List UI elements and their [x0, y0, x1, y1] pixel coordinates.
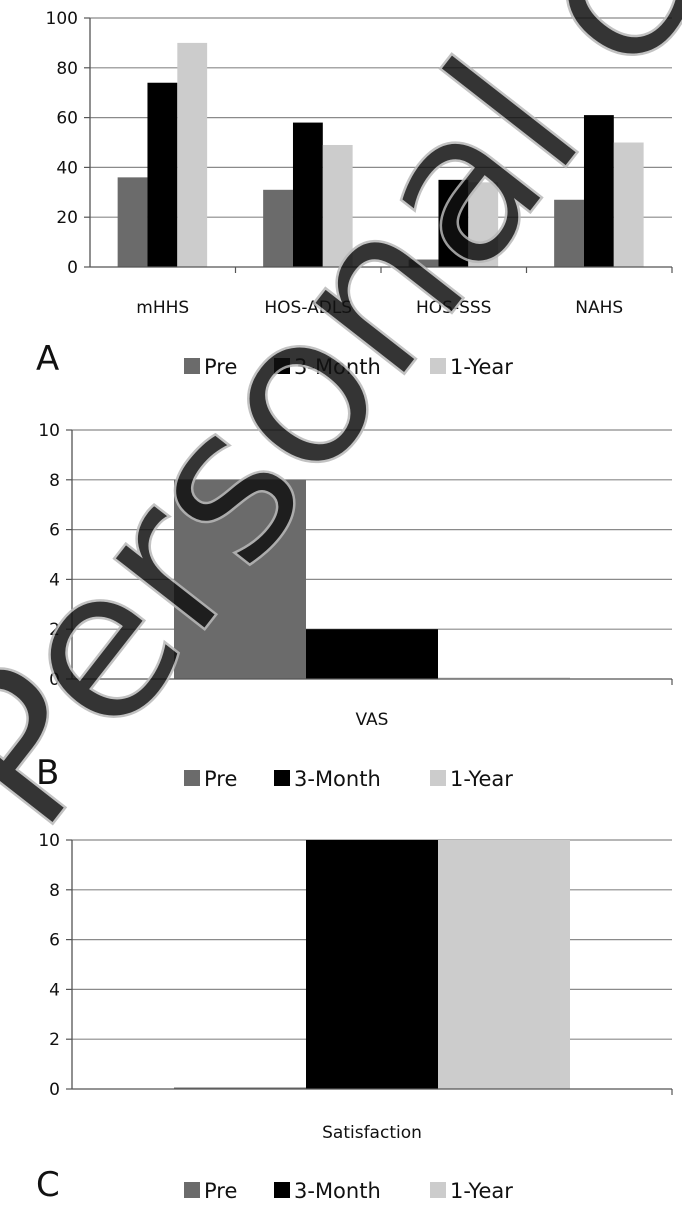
- panel-b-y-tick-label: 4: [49, 570, 60, 590]
- panel-a-legend-label: 3-Month: [294, 355, 381, 379]
- axes-layer: [66, 17, 673, 1095]
- panel-b-legend-swatch: [430, 770, 446, 786]
- panel-c-y-tick-label: 0: [49, 1080, 60, 1100]
- panel-a-bar-3-month: [438, 179, 469, 267]
- panel-a-bar-pre: [408, 259, 439, 267]
- panel-a-y-tick-label: 0: [67, 258, 78, 278]
- panel-b-y-tick-label: 10: [38, 421, 60, 441]
- panel-a-bar-3-month: [292, 122, 323, 267]
- panel-a-category-label: HOS-ADLS: [264, 298, 352, 318]
- panel-c-y-tick-label: 10: [38, 831, 60, 851]
- panel-b-y-tick-label: 6: [49, 521, 60, 541]
- panel-c-category-label: Satisfaction: [322, 1123, 422, 1143]
- panel-a-y-tick-label: 80: [56, 59, 78, 79]
- panel-c-y-tick-label: 4: [49, 980, 60, 1000]
- panel-a-legend-label: 1-Year: [450, 355, 513, 379]
- panel-b-legend-label: 3-Month: [294, 767, 381, 791]
- panel-a-legend-swatch: [274, 358, 290, 374]
- panel-a-category-label: NAHS: [575, 298, 623, 318]
- panel-b-bar-3-month: [306, 629, 438, 679]
- panel-a-y-tick-label: 20: [56, 208, 78, 228]
- panel-a-panel-letter: A: [36, 339, 59, 379]
- panel-b-bar-pre: [174, 479, 306, 679]
- panel-a-legend-swatch: [184, 358, 200, 374]
- panel-a-category-label: mHHS: [136, 298, 189, 318]
- bars-layer: [117, 42, 644, 1089]
- panel-b-bar-1-year: [438, 677, 570, 679]
- panel-b-y-tick-label: 0: [49, 670, 60, 690]
- panel-c-legend-swatch: [184, 1182, 200, 1198]
- panel-b-legend-swatch: [274, 770, 290, 786]
- panel-c-legend-swatch: [274, 1182, 290, 1198]
- watermark-text: Personal copy: [0, 0, 682, 872]
- panel-b-category-label: VAS: [356, 710, 389, 730]
- panel-b-y-tick-label: 8: [49, 471, 60, 491]
- legend-layer: Pre 3-Month 1-Year Pre 3-Month 1-Year Pre 3-Mon…: [184, 355, 513, 1203]
- panel-c-y-tick-label: 2: [49, 1030, 60, 1050]
- panel-a-y-tick-label: 60: [56, 109, 78, 129]
- panel-a-bar-3-month: [147, 82, 178, 268]
- panel-b-legend-label: 1-Year: [450, 767, 513, 791]
- panel-c-y-tick-label: 6: [49, 931, 60, 951]
- panel-a-bar-1-year: [468, 182, 499, 267]
- panel-a-category-label: HOS-SSS: [416, 298, 491, 318]
- panel-a-y-tick-label: 100: [46, 9, 78, 29]
- panel-c-y-tick-label: 8: [49, 881, 60, 901]
- panel-c-bar-1-year: [438, 840, 570, 1089]
- panel-c-legend-swatch: [430, 1182, 446, 1198]
- panel-a-legend-label: Pre: [204, 355, 237, 379]
- panel-a-y-tick-label: 40: [56, 158, 78, 178]
- panel-a-bar-1-year: [322, 144, 353, 267]
- panel-b-y-tick-label: 2: [49, 620, 60, 640]
- panel-a-bar-1-year: [177, 42, 208, 268]
- panel-c-bar-pre: [174, 1087, 306, 1089]
- panel-a-bar-3-month: [583, 115, 614, 267]
- panel-b-legend-swatch: [184, 770, 200, 786]
- panel-c-legend-label: 3-Month: [294, 1179, 381, 1203]
- panel-a-legend-swatch: [430, 358, 446, 374]
- panel-c-legend-label: Pre: [204, 1179, 237, 1203]
- panel-c-bar-3-month: [306, 840, 438, 1089]
- panel-b-legend-label: Pre: [204, 767, 237, 791]
- panel-c-panel-letter: C: [36, 1165, 60, 1205]
- panel-a-bar-1-year: [613, 142, 644, 267]
- panel-a-bar-pre: [263, 189, 293, 267]
- panel-a-bar-pre: [117, 177, 148, 267]
- panel-a-bar-pre: [554, 199, 584, 267]
- panel-b-panel-letter: B: [36, 753, 59, 793]
- panel-c-legend-label: 1-Year: [450, 1179, 513, 1203]
